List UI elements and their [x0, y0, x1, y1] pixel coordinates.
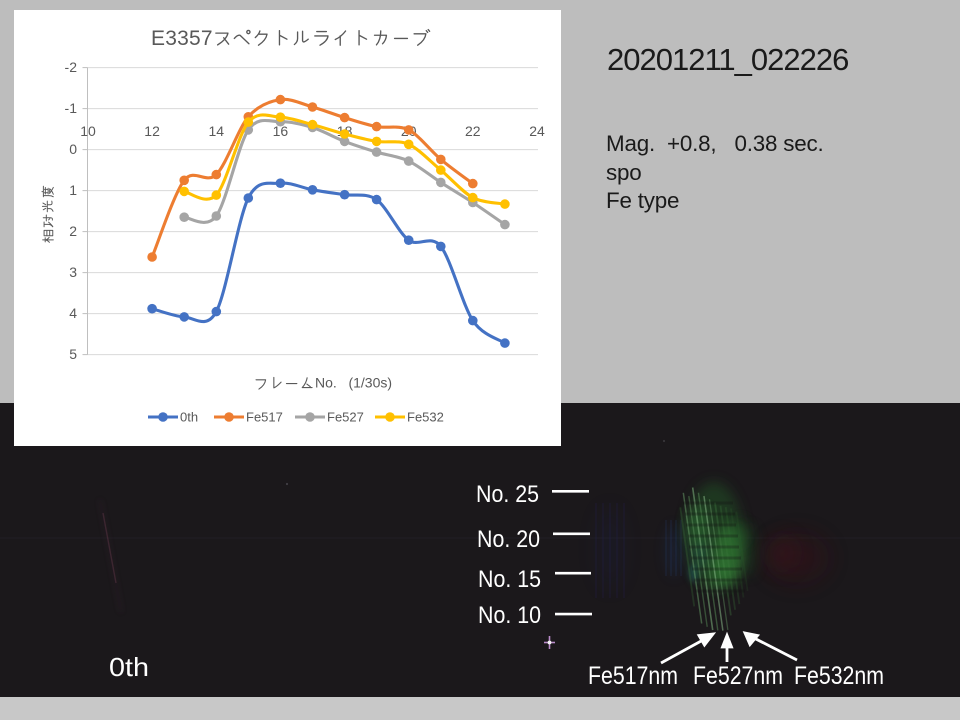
svg-text:Fe532nm: Fe532nm [794, 662, 884, 690]
svg-text:No. (1/30s): No. (1/30s) [315, 375, 392, 391]
svg-text:14: 14 [209, 123, 225, 139]
svg-text:0th: 0th [109, 652, 149, 682]
svg-text:4: 4 [69, 305, 77, 321]
svg-text:22: 22 [465, 123, 481, 139]
svg-text:No. 20: No. 20 [477, 526, 540, 553]
svg-text:24: 24 [529, 123, 545, 139]
svg-text:10: 10 [80, 123, 96, 139]
svg-text:5: 5 [69, 346, 77, 362]
svg-text:Fe527nm: Fe527nm [693, 662, 783, 690]
svg-text:-1: -1 [65, 100, 78, 116]
svg-text:-2: -2 [65, 59, 78, 75]
svg-text:Fe527: Fe527 [327, 410, 364, 425]
svg-text:12: 12 [144, 123, 160, 139]
svg-text:No. 15: No. 15 [478, 566, 541, 593]
svg-text:No. 25: No. 25 [476, 481, 539, 508]
svg-text:No. 10: No. 10 [478, 602, 541, 629]
svg-text:0th: 0th [180, 410, 198, 425]
svg-text:Fe532: Fe532 [407, 410, 444, 425]
svg-text:E3357: E3357 [151, 27, 213, 50]
svg-text:3: 3 [69, 264, 77, 280]
svg-text:16: 16 [273, 123, 289, 139]
svg-text:Fe517nm: Fe517nm [588, 662, 678, 690]
svg-text:1: 1 [69, 182, 77, 198]
svg-text:0: 0 [69, 141, 77, 157]
svg-text:2: 2 [69, 223, 77, 239]
svg-text:Fe517: Fe517 [246, 410, 283, 425]
